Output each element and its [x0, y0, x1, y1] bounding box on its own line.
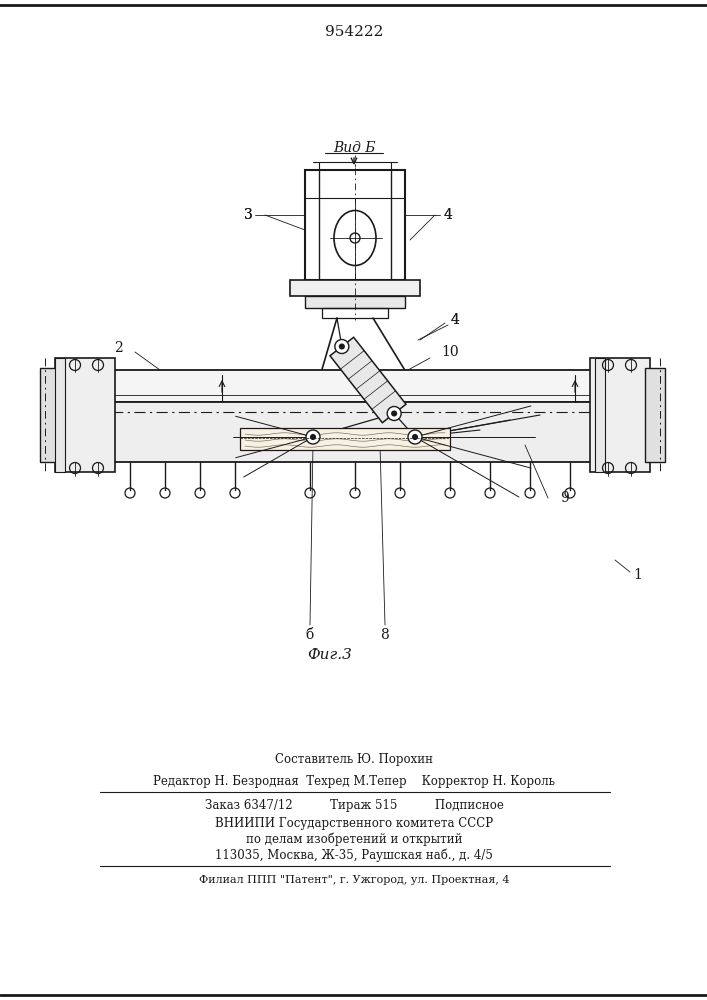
Bar	[100, 402, 605, 462]
Circle shape	[310, 434, 315, 440]
Text: Филиал ППП "Патент", г. Ужгород, ул. Проектная, 4: Филиал ППП "Патент", г. Ужгород, ул. Про…	[199, 875, 509, 885]
Bar	[40, 368, 60, 462]
Circle shape	[412, 434, 418, 440]
Bar	[55, 358, 65, 472]
Circle shape	[408, 430, 422, 444]
Text: 8: 8	[380, 628, 390, 642]
Polygon shape	[330, 337, 406, 423]
Text: 4: 4	[443, 208, 452, 222]
Text: 9: 9	[561, 491, 569, 505]
Text: ВНИИПИ Государственного комитета СССР: ВНИИПИ Государственного комитета СССР	[215, 816, 493, 830]
Bar	[240, 428, 450, 450]
Text: 113035, Москва, Ж-35, Раушская наб., д. 4/5: 113035, Москва, Ж-35, Раушская наб., д. …	[215, 848, 493, 862]
Text: 2: 2	[114, 341, 122, 355]
Text: Фиг.3: Фиг.3	[308, 648, 352, 662]
Text: 954222: 954222	[325, 25, 383, 39]
Text: по делам изобретений и открытий: по делам изобретений и открытий	[246, 832, 462, 846]
Text: 4: 4	[450, 313, 460, 327]
Text: 4: 4	[443, 208, 452, 222]
Text: 3: 3	[244, 208, 252, 222]
Bar	[305, 296, 405, 308]
Text: б: б	[306, 628, 314, 642]
Bar	[55, 358, 115, 472]
Bar	[590, 358, 650, 472]
Circle shape	[392, 411, 397, 416]
Bar	[290, 280, 420, 296]
Bar	[100, 370, 605, 402]
Bar	[305, 170, 405, 280]
Text: Заказ 6347/12          Тираж 515          Подписное: Заказ 6347/12 Тираж 515 Подписное	[204, 800, 503, 812]
Text: 4: 4	[450, 313, 460, 327]
Text: Редактор Н. Безродная  Техред М.Тепер    Корректор Н. Король: Редактор Н. Безродная Техред М.Тепер Кор…	[153, 776, 555, 788]
Text: 1: 1	[633, 568, 643, 582]
Circle shape	[335, 340, 349, 354]
Bar	[322, 308, 388, 318]
Circle shape	[387, 406, 401, 420]
Text: 10: 10	[441, 345, 459, 359]
Circle shape	[339, 344, 344, 349]
Circle shape	[306, 430, 320, 444]
Bar	[595, 358, 605, 472]
Text: Вид Б: Вид Б	[333, 141, 375, 155]
Text: Составитель Ю. Порохин: Составитель Ю. Порохин	[275, 754, 433, 766]
Text: 3: 3	[244, 208, 252, 222]
Bar	[645, 368, 665, 462]
